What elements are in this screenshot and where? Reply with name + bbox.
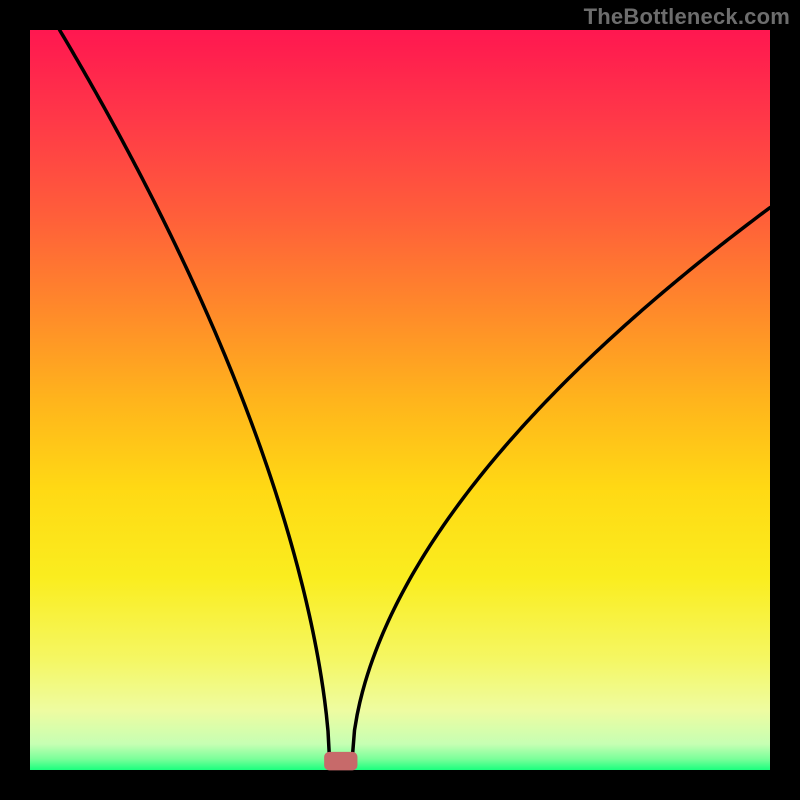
watermark-text: TheBottleneck.com	[584, 4, 790, 30]
plot-background	[30, 30, 770, 770]
chart-container: TheBottleneck.com	[0, 0, 800, 800]
optimal-marker	[324, 752, 357, 771]
bottleneck-chart	[0, 0, 800, 800]
